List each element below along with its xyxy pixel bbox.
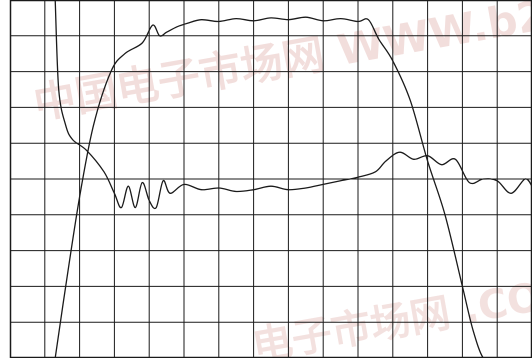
series-layer [54,0,532,358]
grid [10,0,532,358]
watermark-text-bottom: 电子市场网 .COM [249,267,532,358]
series-line-impedance [54,0,532,210]
series-line-frequency-response [54,16,494,358]
